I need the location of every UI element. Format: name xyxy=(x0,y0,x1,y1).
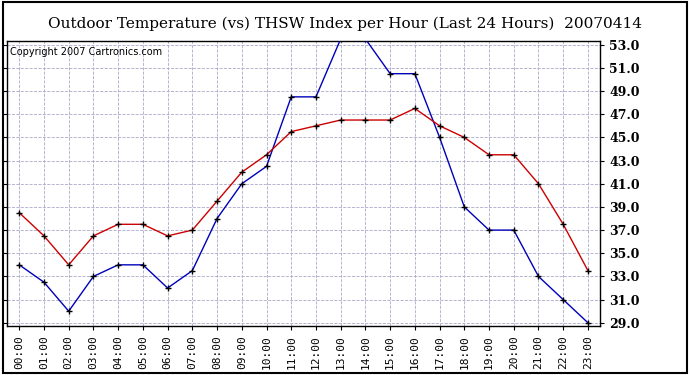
Text: Outdoor Temperature (vs) THSW Index per Hour (Last 24 Hours)  20070414: Outdoor Temperature (vs) THSW Index per … xyxy=(48,17,642,31)
Text: Copyright 2007 Cartronics.com: Copyright 2007 Cartronics.com xyxy=(10,47,162,57)
